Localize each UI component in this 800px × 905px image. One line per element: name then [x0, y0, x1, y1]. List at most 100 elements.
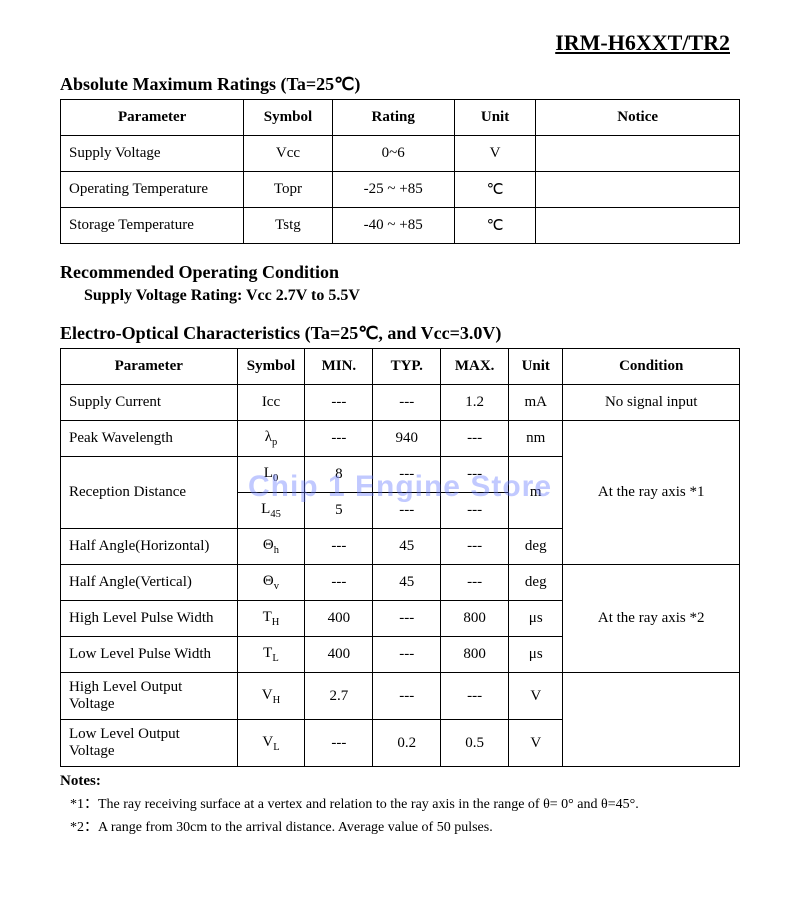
cell-typ: 45: [373, 529, 441, 565]
col-unit: Unit: [509, 349, 563, 385]
eoc-section-title: Electro-Optical Characteristics (Ta=25℃,…: [60, 323, 740, 344]
cell-unit: V: [454, 136, 535, 172]
cell-max: ---: [441, 529, 509, 565]
cell-unit: μs: [509, 601, 563, 637]
col-min: MIN.: [305, 349, 373, 385]
cell-min: ---: [305, 529, 373, 565]
col-parameter: Parameter: [61, 349, 238, 385]
cell-param: Reception Distance: [61, 457, 238, 529]
cell-symbol: VH: [237, 673, 305, 720]
col-parameter: Parameter: [61, 100, 244, 136]
cell-condition: No signal input: [563, 385, 740, 421]
cell-symbol: Θh: [237, 529, 305, 565]
col-typ: TYP.: [373, 349, 441, 385]
cell-min: ---: [305, 385, 373, 421]
amr-section-title: Absolute Maximum Ratings (Ta=25℃): [60, 74, 740, 95]
col-unit: Unit: [454, 100, 535, 136]
cell-unit: deg: [509, 565, 563, 601]
cell-symbol: TH: [237, 601, 305, 637]
cell-max: ---: [441, 493, 509, 529]
cell-rating: -40 ~ +85: [332, 208, 454, 244]
part-number-header: IRM-H6XXT/TR2: [60, 30, 740, 56]
cell-max: 800: [441, 601, 509, 637]
cell-max: 1.2: [441, 385, 509, 421]
notes-title: Notes:: [60, 773, 740, 790]
cell-notice: [536, 136, 740, 172]
cell-symbol: Topr: [244, 172, 332, 208]
cell-param: Supply Current: [61, 385, 238, 421]
note-2: *2：A range from 30cm to the arrival dist…: [86, 816, 740, 836]
cell-max: ---: [441, 457, 509, 493]
table-header-row: Parameter Symbol MIN. TYP. MAX. Unit Con…: [61, 349, 740, 385]
cell-typ: ---: [373, 673, 441, 720]
cell-unit: μs: [509, 637, 563, 673]
table-row: Supply Current Icc --- --- 1.2 mA No sig…: [61, 385, 740, 421]
cell-max: 0.5: [441, 720, 509, 767]
cell-param: Supply Voltage: [61, 136, 244, 172]
table-row: Half Angle(Vertical) Θv --- 45 --- deg A…: [61, 565, 740, 601]
cell-param: Low Level Pulse Width: [61, 637, 238, 673]
eoc-table: Parameter Symbol MIN. TYP. MAX. Unit Con…: [60, 348, 740, 767]
cell-unit: V: [509, 673, 563, 720]
cell-typ: 0.2: [373, 720, 441, 767]
cell-typ: ---: [373, 493, 441, 529]
cell-min: 400: [305, 637, 373, 673]
cell-unit: ℃: [454, 208, 535, 244]
cell-rating: 0~6: [332, 136, 454, 172]
cell-min: 2.7: [305, 673, 373, 720]
cell-param: Operating Temperature: [61, 172, 244, 208]
cell-condition: At the ray axis *2: [563, 565, 740, 673]
cell-typ: 45: [373, 565, 441, 601]
cell-rating: -25 ~ +85: [332, 172, 454, 208]
cell-param: Peak Wavelength: [61, 421, 238, 457]
col-symbol: Symbol: [244, 100, 332, 136]
roc-section-title: Recommended Operating Condition: [60, 262, 740, 283]
cell-unit: mA: [509, 385, 563, 421]
cell-unit: deg: [509, 529, 563, 565]
roc-supply-voltage-line: Supply Voltage Rating: Vcc 2.7V to 5.5V: [84, 287, 740, 305]
col-rating: Rating: [332, 100, 454, 136]
table-row: Peak Wavelength λp --- 940 --- nm At the…: [61, 421, 740, 457]
cell-condition: At the ray axis *1: [563, 421, 740, 565]
col-symbol: Symbol: [237, 349, 305, 385]
cell-max: ---: [441, 673, 509, 720]
cell-typ: ---: [373, 637, 441, 673]
cell-min: 400: [305, 601, 373, 637]
cell-max: ---: [441, 565, 509, 601]
cell-symbol: Icc: [237, 385, 305, 421]
cell-unit: ℃: [454, 172, 535, 208]
cell-notice: [536, 208, 740, 244]
cell-symbol: L0: [237, 457, 305, 493]
cell-param: High Level Pulse Width: [61, 601, 238, 637]
cell-max: ---: [441, 421, 509, 457]
table-row: Storage Temperature Tstg -40 ~ +85 ℃: [61, 208, 740, 244]
cell-symbol: TL: [237, 637, 305, 673]
cell-typ: ---: [373, 601, 441, 637]
cell-min: ---: [305, 565, 373, 601]
cell-symbol: L45: [237, 493, 305, 529]
col-notice: Notice: [536, 100, 740, 136]
cell-min: ---: [305, 720, 373, 767]
cell-unit: m: [509, 457, 563, 529]
table-header-row: Parameter Symbol Rating Unit Notice: [61, 100, 740, 136]
cell-param: Half Angle(Horizontal): [61, 529, 238, 565]
cell-param: Half Angle(Vertical): [61, 565, 238, 601]
cell-min: 5: [305, 493, 373, 529]
cell-param: Low Level Output Voltage: [61, 720, 238, 767]
cell-min: 8: [305, 457, 373, 493]
cell-typ: 940: [373, 421, 441, 457]
cell-notice: [536, 172, 740, 208]
cell-unit: nm: [509, 421, 563, 457]
note-1: *1：The ray receiving surface at a vertex…: [86, 793, 740, 813]
cell-param: Storage Temperature: [61, 208, 244, 244]
col-max: MAX.: [441, 349, 509, 385]
cell-max: 800: [441, 637, 509, 673]
cell-condition: [563, 673, 740, 767]
cell-symbol: Vcc: [244, 136, 332, 172]
cell-symbol: VL: [237, 720, 305, 767]
cell-typ: ---: [373, 385, 441, 421]
table-row: Supply Voltage Vcc 0~6 V: [61, 136, 740, 172]
cell-symbol: λp: [237, 421, 305, 457]
table-row: Operating Temperature Topr -25 ~ +85 ℃: [61, 172, 740, 208]
cell-min: ---: [305, 421, 373, 457]
